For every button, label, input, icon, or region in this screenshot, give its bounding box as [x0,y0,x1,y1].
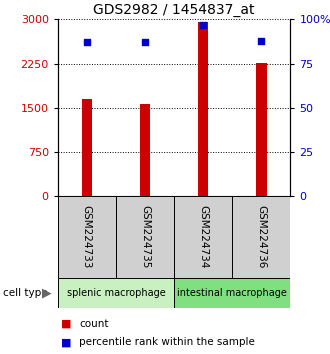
Text: ▶: ▶ [42,286,51,299]
Text: percentile rank within the sample: percentile rank within the sample [79,337,255,348]
Point [142,40,148,45]
Bar [58,196,116,278]
Bar [174,196,232,278]
Text: GSM224734: GSM224734 [198,205,208,269]
Bar [82,99,92,196]
Text: GSM224736: GSM224736 [256,205,266,269]
Text: GSM224735: GSM224735 [140,205,150,269]
Bar [174,278,290,308]
Text: count: count [79,319,109,329]
Point [259,38,264,44]
Text: ■: ■ [61,319,72,329]
Bar [232,196,290,278]
Bar [58,278,174,308]
Text: cell type: cell type [3,288,48,298]
Point [84,40,89,45]
Bar [256,63,267,196]
Text: GSM224733: GSM224733 [82,205,92,269]
Bar [116,196,174,278]
Text: splenic macrophage: splenic macrophage [67,288,165,298]
Title: GDS2982 / 1454837_at: GDS2982 / 1454837_at [93,3,255,17]
Bar [140,104,150,196]
Text: intestinal macrophage: intestinal macrophage [177,288,287,298]
Point [201,22,206,28]
Bar [198,22,208,196]
Text: ■: ■ [61,337,72,348]
